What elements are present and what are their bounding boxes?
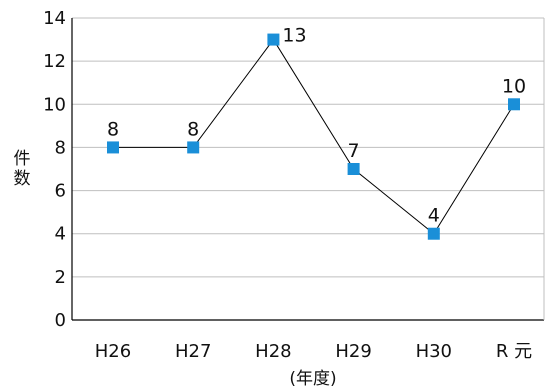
data-point-marker [347, 163, 360, 175]
data-point-marker [267, 33, 280, 46]
y-tick-label: 4 [55, 224, 66, 245]
data-label: 13 [282, 25, 306, 47]
x-tick-label: H28 [255, 341, 291, 362]
y-tick-label: 14 [43, 8, 66, 29]
data-point-marker [508, 98, 520, 111]
x-tick-label: R 元 [496, 341, 532, 362]
x-tick-labels: H26 H27 H28 H29 H30 R 元 [95, 341, 532, 362]
axes [71, 18, 545, 321]
x-tick-label: H27 [175, 341, 211, 362]
y-tick-labels: 0 2 4 6 8 10 12 14 [43, 8, 66, 331]
series-line [113, 38, 515, 235]
data-label: 10 [502, 75, 526, 97]
data-label: 8 [107, 118, 119, 140]
y-tick-label: 2 [55, 267, 66, 288]
data-label: 8 [187, 118, 199, 140]
y-tick-label: 12 [43, 51, 66, 72]
y-tick-label: 10 [43, 94, 66, 115]
y-tick-label: 8 [55, 137, 66, 158]
x-axis-title: (年度) [289, 369, 336, 389]
y-tick-label: 6 [55, 181, 66, 202]
data-label: 7 [348, 140, 360, 162]
series-markers [107, 33, 520, 240]
y-axis-title: 件数 [14, 149, 31, 189]
data-point-marker [427, 227, 440, 240]
x-tick-label: H30 [416, 341, 452, 362]
x-tick-label: H29 [335, 341, 371, 362]
data-labels: 8 8 13 7 4 10 [107, 25, 526, 227]
data-label: 4 [428, 205, 440, 227]
x-tick-label: H26 [95, 341, 131, 362]
y-tick-label: 0 [55, 310, 66, 331]
series-line-path [113, 38, 515, 235]
data-point-marker [107, 141, 119, 154]
data-point-marker [187, 141, 200, 154]
